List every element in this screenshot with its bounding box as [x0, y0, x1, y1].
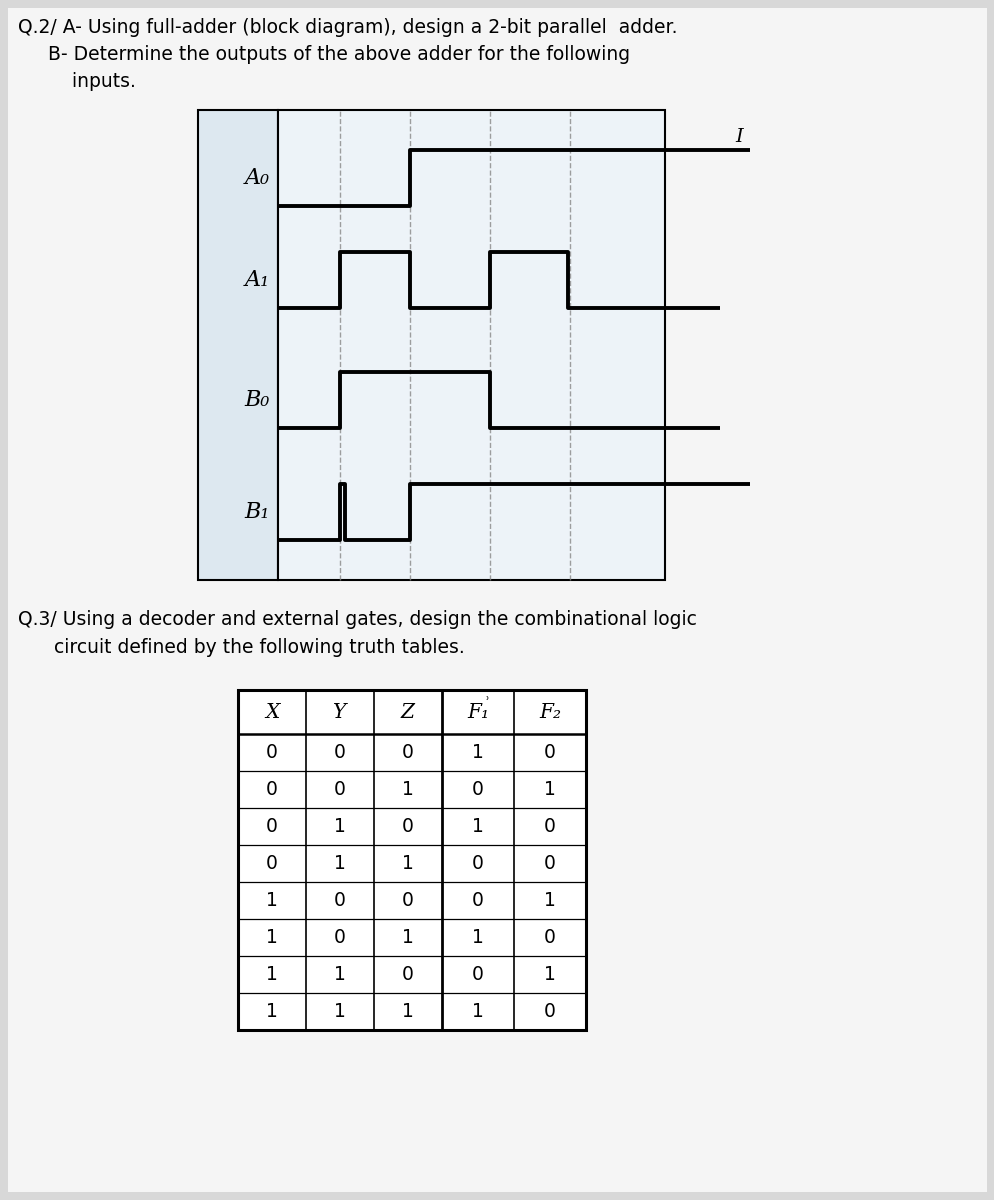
Text: 0: 0: [334, 780, 346, 799]
Text: circuit defined by the following truth tables.: circuit defined by the following truth t…: [18, 638, 464, 658]
Text: I: I: [735, 128, 742, 146]
Text: 0: 0: [402, 817, 414, 836]
Text: B- Determine the outputs of the above adder for the following: B- Determine the outputs of the above ad…: [18, 44, 629, 64]
Text: 0: 0: [544, 743, 556, 762]
Text: 1: 1: [265, 928, 277, 947]
Text: 1: 1: [265, 890, 277, 910]
Text: 1: 1: [402, 780, 414, 799]
Text: 0: 0: [265, 780, 277, 799]
Text: 1: 1: [265, 965, 277, 984]
Text: F₂: F₂: [539, 702, 561, 721]
Text: 0: 0: [544, 928, 556, 947]
Text: 0: 0: [402, 890, 414, 910]
Text: 1: 1: [544, 965, 556, 984]
Text: A₁: A₁: [245, 269, 269, 290]
Text: 0: 0: [265, 743, 277, 762]
Text: 0: 0: [471, 780, 483, 799]
Text: 0: 0: [334, 890, 346, 910]
Text: 0: 0: [471, 965, 483, 984]
Text: 0: 0: [334, 743, 346, 762]
Text: 1: 1: [402, 854, 414, 874]
Text: B₁: B₁: [245, 502, 269, 523]
Text: inputs.: inputs.: [18, 72, 136, 91]
Text: 0: 0: [544, 854, 556, 874]
Text: 1: 1: [334, 854, 346, 874]
Text: 0: 0: [402, 965, 414, 984]
Text: Q.3/ Using a decoder and external gates, design the combinational logic: Q.3/ Using a decoder and external gates,…: [18, 610, 696, 629]
Text: 0: 0: [471, 890, 483, 910]
FancyBboxPatch shape: [198, 110, 277, 580]
Text: 1: 1: [544, 780, 556, 799]
Text: X: X: [264, 702, 279, 721]
Text: 1: 1: [334, 965, 346, 984]
Text: 0: 0: [544, 817, 556, 836]
Text: 1: 1: [334, 1002, 346, 1021]
Text: 0: 0: [265, 817, 277, 836]
FancyBboxPatch shape: [8, 8, 986, 1192]
Text: 1: 1: [265, 1002, 277, 1021]
Text: 1: 1: [402, 1002, 414, 1021]
Text: Z: Z: [401, 702, 414, 721]
Text: 1: 1: [471, 743, 483, 762]
FancyBboxPatch shape: [238, 690, 585, 1030]
Text: F₁: F₁: [466, 702, 489, 721]
Text: 0: 0: [334, 928, 346, 947]
FancyBboxPatch shape: [277, 110, 664, 580]
Text: 1: 1: [471, 817, 483, 836]
Text: Y: Y: [333, 702, 346, 721]
Text: A₀: A₀: [245, 167, 269, 188]
Text: 0: 0: [544, 1002, 556, 1021]
Text: 1: 1: [471, 1002, 483, 1021]
Text: 1: 1: [334, 817, 346, 836]
Text: Q.2/ A- Using full-adder (block diagram), design a 2-bit parallel  adder.: Q.2/ A- Using full-adder (block diagram)…: [18, 18, 677, 37]
Text: 0: 0: [402, 743, 414, 762]
Text: 0: 0: [265, 854, 277, 874]
Text: 0: 0: [471, 854, 483, 874]
Text: 1: 1: [402, 928, 414, 947]
Text: B₀: B₀: [245, 389, 269, 410]
Text: 1: 1: [471, 928, 483, 947]
Text: ʾ: ʾ: [485, 696, 488, 709]
Text: 1: 1: [544, 890, 556, 910]
